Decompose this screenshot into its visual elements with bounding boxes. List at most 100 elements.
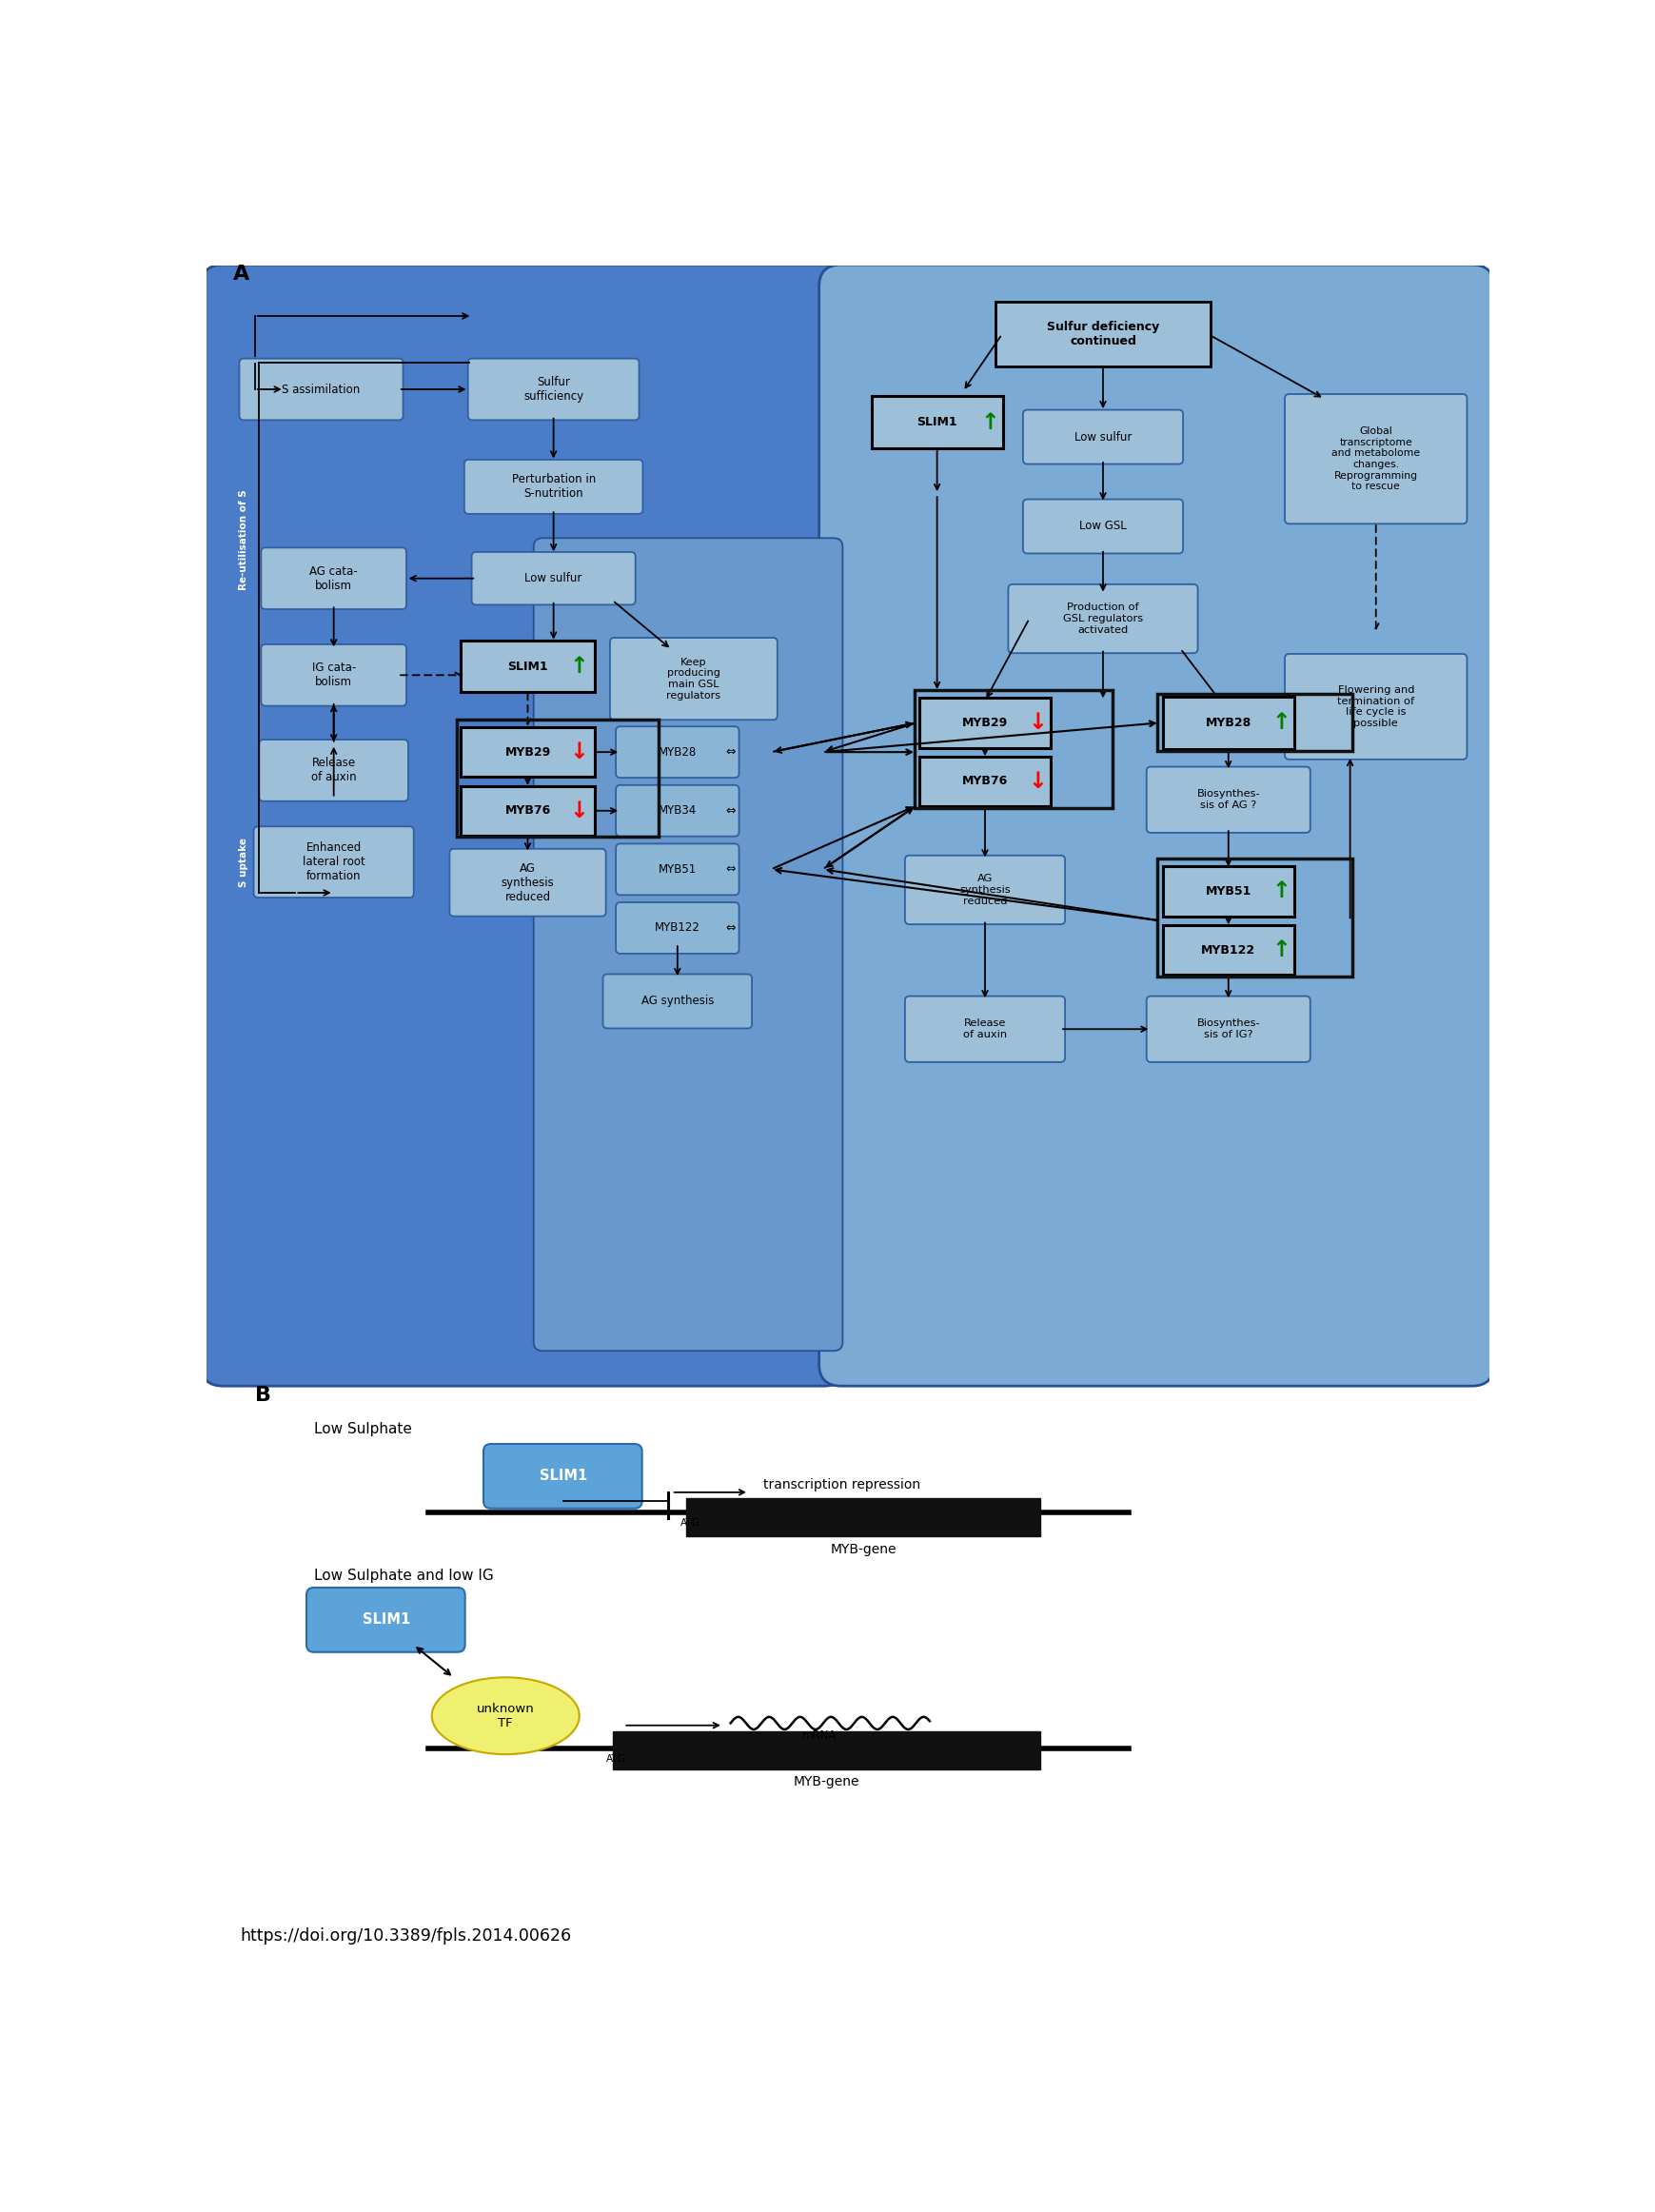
Text: Low Sulphate and low IG: Low Sulphate and low IG: [314, 1568, 493, 1584]
Text: IG cata-
bolism: IG cata- bolism: [311, 661, 356, 688]
Ellipse shape: [432, 1677, 579, 1754]
Text: AG
synthesis
reduced: AG synthesis reduced: [501, 863, 554, 902]
FancyBboxPatch shape: [253, 827, 414, 898]
FancyBboxPatch shape: [1023, 409, 1183, 465]
FancyBboxPatch shape: [920, 697, 1051, 748]
Text: ↓: ↓: [1029, 712, 1048, 734]
Text: S uptake: S uptake: [238, 838, 248, 887]
Text: ↑: ↑: [981, 411, 1000, 434]
FancyBboxPatch shape: [465, 460, 642, 513]
FancyBboxPatch shape: [612, 1732, 1041, 1770]
Text: Low sulfur: Low sulfur: [525, 573, 583, 584]
Text: Re-utilisation of S: Re-utilisation of S: [238, 489, 248, 591]
Text: MYB-gene: MYB-gene: [831, 1542, 897, 1555]
Text: Biosynthes-
sis of AG ?: Biosynthes- sis of AG ?: [1197, 790, 1259, 810]
Text: Enhanced
lateral root
formation: Enhanced lateral root formation: [303, 841, 366, 883]
Text: https://doi.org/10.3389/fpls.2014.00626: https://doi.org/10.3389/fpls.2014.00626: [240, 1927, 571, 1944]
FancyBboxPatch shape: [920, 757, 1051, 807]
Text: SLIM1: SLIM1: [540, 1469, 588, 1484]
Text: Biosynthes-
sis of IG?: Biosynthes- sis of IG?: [1197, 1020, 1259, 1040]
FancyBboxPatch shape: [260, 739, 409, 801]
Text: ↓: ↓: [569, 799, 589, 823]
Text: Production of
GSL regulators
activated: Production of GSL regulators activated: [1063, 604, 1144, 635]
Text: MYB28: MYB28: [1205, 717, 1251, 730]
Text: Sulfur
sufficiency: Sulfur sufficiency: [523, 376, 584, 403]
Text: Flowering and
termination of
life cycle is
possible: Flowering and termination of life cycle …: [1337, 686, 1415, 728]
Text: MYB-gene: MYB-gene: [793, 1774, 859, 1790]
FancyBboxPatch shape: [1163, 697, 1294, 750]
FancyBboxPatch shape: [1163, 867, 1294, 916]
Text: Perturbation in
S-nutrition: Perturbation in S-nutrition: [511, 473, 596, 500]
Text: Sulfur deficiency
continued: Sulfur deficiency continued: [1046, 321, 1158, 347]
Text: ↑: ↑: [1273, 880, 1291, 902]
Text: ⇔: ⇔: [725, 745, 735, 759]
FancyBboxPatch shape: [462, 639, 594, 692]
Text: SLIM1: SLIM1: [508, 659, 548, 672]
Text: Release
of auxin: Release of auxin: [311, 757, 356, 783]
Text: MYB76: MYB76: [505, 805, 551, 816]
FancyBboxPatch shape: [1163, 925, 1294, 975]
Text: MYB29: MYB29: [505, 745, 551, 759]
Text: MYB28: MYB28: [659, 745, 697, 759]
Text: SLIM1: SLIM1: [362, 1613, 410, 1628]
Text: A: A: [233, 263, 250, 283]
FancyBboxPatch shape: [533, 538, 842, 1352]
Text: AG cata-
bolism: AG cata- bolism: [309, 564, 357, 591]
Text: S assimilation: S assimilation: [281, 383, 361, 396]
FancyBboxPatch shape: [462, 785, 594, 836]
FancyBboxPatch shape: [306, 1588, 465, 1652]
FancyBboxPatch shape: [261, 549, 407, 608]
Text: ↑: ↑: [569, 655, 589, 677]
Text: MYB122: MYB122: [1202, 945, 1256, 956]
Text: Keep
producing
main GSL
regulators: Keep producing main GSL regulators: [667, 657, 722, 701]
Text: ⇔: ⇔: [725, 863, 735, 876]
FancyBboxPatch shape: [1147, 995, 1311, 1062]
Text: ↑: ↑: [1273, 712, 1291, 734]
Text: Low sulfur: Low sulfur: [1074, 431, 1132, 442]
Text: B: B: [255, 1385, 271, 1405]
Text: MYB51: MYB51: [1205, 885, 1251, 898]
FancyBboxPatch shape: [261, 644, 407, 706]
FancyBboxPatch shape: [1284, 655, 1466, 759]
Text: ↑: ↑: [1273, 938, 1291, 962]
FancyBboxPatch shape: [996, 303, 1210, 367]
Text: Low Sulphate: Low Sulphate: [314, 1422, 412, 1436]
Text: MYB29: MYB29: [962, 717, 1008, 730]
FancyBboxPatch shape: [616, 902, 740, 953]
FancyBboxPatch shape: [1008, 584, 1198, 653]
Text: MYB76: MYB76: [962, 774, 1008, 787]
FancyBboxPatch shape: [616, 843, 740, 896]
Text: Low GSL: Low GSL: [1079, 520, 1127, 533]
Text: Release
of auxin: Release of auxin: [963, 1020, 1006, 1040]
Text: Global
transcriptome
and metabolome
changes.
Reprogramming
to rescue: Global transcriptome and metabolome chan…: [1332, 427, 1420, 491]
FancyBboxPatch shape: [819, 265, 1494, 1387]
Text: SLIM1: SLIM1: [917, 416, 957, 429]
FancyBboxPatch shape: [483, 1444, 642, 1509]
FancyBboxPatch shape: [1023, 500, 1183, 553]
Text: MYB122: MYB122: [655, 922, 700, 933]
FancyBboxPatch shape: [472, 553, 636, 604]
Text: MYB34: MYB34: [659, 805, 697, 816]
Text: ATG: ATG: [606, 1754, 626, 1763]
Text: ↓: ↓: [1029, 770, 1048, 792]
FancyBboxPatch shape: [1284, 394, 1466, 524]
Text: ⇔: ⇔: [725, 805, 735, 816]
Text: ATG: ATG: [680, 1517, 700, 1528]
Text: unknown
TF: unknown TF: [477, 1703, 535, 1730]
FancyBboxPatch shape: [616, 785, 740, 836]
FancyBboxPatch shape: [240, 358, 404, 420]
FancyBboxPatch shape: [905, 856, 1066, 925]
Text: ⇔: ⇔: [725, 922, 735, 933]
Text: AG synthesis: AG synthesis: [640, 995, 713, 1006]
FancyBboxPatch shape: [200, 265, 846, 1387]
FancyBboxPatch shape: [611, 637, 778, 719]
Text: AG
synthesis
reduced: AG synthesis reduced: [960, 874, 1011, 905]
FancyBboxPatch shape: [602, 973, 751, 1029]
FancyBboxPatch shape: [450, 849, 606, 916]
FancyBboxPatch shape: [462, 728, 594, 776]
FancyBboxPatch shape: [616, 726, 740, 779]
FancyBboxPatch shape: [687, 1498, 1041, 1537]
Text: MYB51: MYB51: [659, 863, 697, 876]
Text: ↓: ↓: [569, 741, 589, 763]
Text: mRNA: mRNA: [801, 1730, 836, 1741]
